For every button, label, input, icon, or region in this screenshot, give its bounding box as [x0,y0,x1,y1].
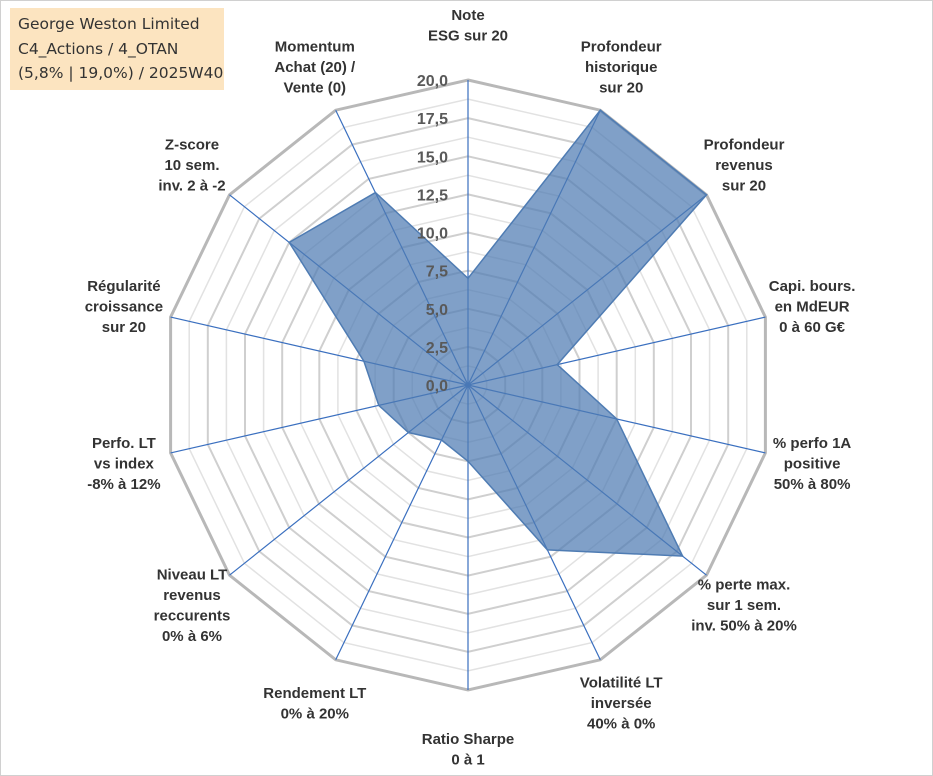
axis-label: Capi. bours. en MdEUR 0 à 60 G€ [769,278,856,336]
axis-label-line: Note [451,7,484,24]
axis-label-line: sur 1 sem. [707,597,781,614]
tick-label: 5,0 [426,302,448,319]
axis-label-line: 50% à 80% [774,476,851,493]
axis-label-line: -8% à 12% [87,476,160,493]
axis-label-line: 0% à 6% [162,628,222,645]
axis-label-line: inv. 50% à 20% [691,618,797,635]
series-point [467,460,469,463]
axis-label-line: Profondeur [704,137,785,154]
tick-label: 12,5 [417,187,448,204]
axis-label-line: Régularité [87,278,160,295]
series-point [467,277,469,280]
radar-axis-labels: Note ESG sur 20 Profondeur historique sur 20… [85,7,856,769]
axis-label: Rendement LT 0% à 20% [263,685,366,723]
axis-label-line: historique [585,59,658,76]
axis-label-line: Niveau LT [157,567,228,584]
axis-label-line: positive [784,456,841,473]
axis-label-line: inversée [591,695,652,712]
axis-label-line: Ratio Sharpe [422,731,515,748]
axis-label: Profondeur revenus sur 20 [704,137,785,195]
series-point [440,439,443,441]
radar-series [288,109,708,557]
tick-label: 7,5 [426,264,448,281]
axis-label: Ratio Sharpe 0 à 1 [422,731,515,769]
radar-tick-labels: 0,0 2,5 5,0 7,5 10,0 12,5 15,0 17,5 20,0 [417,73,448,395]
axis-label: Momentum Achat (20) / Vente (0) [274,39,356,97]
axis-label: Note ESG sur 20 [428,7,508,45]
tick-label: 2,5 [426,340,448,357]
axis-label-line: Perfo. LT [92,435,156,452]
axis-label-line: reccurents [154,608,231,625]
series-point [599,109,602,111]
series-point [378,404,380,407]
series-point [681,555,684,557]
tick-label: 20,0 [417,73,448,90]
axis-label: Perfo. LT vs index -8% à 12% [87,435,160,493]
axis-label-line: 0% à 20% [281,705,349,722]
axis-label: % perfo 1A positive 50% à 80% [773,435,852,493]
axis-label: % perte max. sur 1 sem. inv. 50% à 20% [691,577,797,635]
tick-label: 17,5 [417,111,448,128]
axis-label-line: % perte max. [698,577,791,594]
axis-label-line: Z-score [165,137,219,154]
axis-label-line: % perfo 1A [773,435,852,452]
series-point [288,241,291,244]
axis-label-line: croissance [85,299,163,316]
axis-label-line: sur 20 [599,80,643,97]
series-point [546,549,549,551]
tick-label: 0,0 [426,378,448,395]
axis-label-line: 0 à 60 G€ [779,319,846,336]
axis-label-line: revenus [163,587,221,604]
series-point [556,363,558,366]
axis-label-line: revenus [715,157,773,174]
axis-label-line: Momentum [275,39,355,56]
axis-label-line: inv. 2 à -2 [158,178,225,195]
series-point [363,360,365,363]
info-box-stats: (5,8% | 19,0%) / 2025W40 [18,64,224,82]
axis-label: Niveau LT revenus reccurents 0% à 6% [154,567,231,646]
axis-label-line: Achat (20) / [274,59,356,76]
axis-label-line: Volatilité LT [580,675,663,692]
series-point [705,194,708,196]
axis-label-line: ESG sur 20 [428,28,508,45]
series-area [288,109,708,557]
series-point [407,431,410,434]
axis-label-line: 0 à 1 [451,752,484,769]
series-point [374,191,377,194]
tick-label: 10,0 [417,226,448,243]
axis-label-line: Capi. bours. [769,278,856,295]
info-box-category: C4_Actions / 4_OTAN [18,39,179,58]
axis-label-line: en MdEUR [775,299,850,316]
axis-label-line: 10 sem. [164,157,219,174]
series-point [615,418,618,420]
axis-label-line: Profondeur [581,39,662,56]
axis-label-line: Vente (0) [284,80,347,97]
axis-label-line: sur 20 [102,319,146,336]
axis-label: Z-score 10 sem. inv. 2 à -2 [158,137,225,195]
axis-label: Volatilité LT inversée 40% à 0% [580,675,663,733]
axis-label: Régularité croissance sur 20 [85,278,163,336]
axis-label-line: Rendement LT [263,685,366,702]
info-box: George Weston Limited C4_Actions / 4_OTA… [10,8,224,90]
axis-label: Profondeur historique sur 20 [581,39,662,97]
tick-label: 15,0 [417,149,448,166]
axis-label-line: vs index [94,456,155,473]
info-box-company: George Weston Limited [18,15,200,33]
axis-label-line: 40% à 0% [587,716,655,733]
axis-label-line: sur 20 [722,178,766,195]
